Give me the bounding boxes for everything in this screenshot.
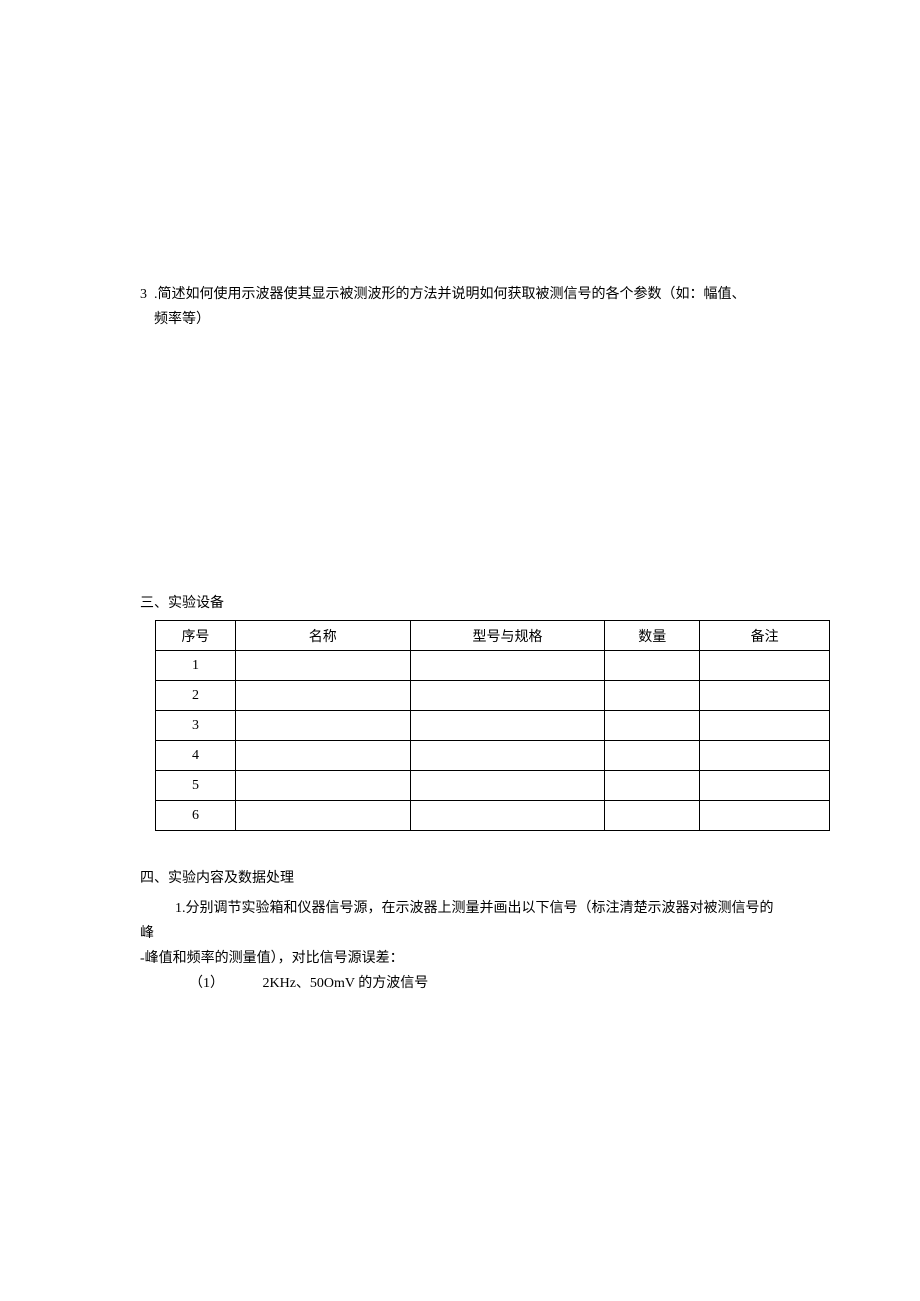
cell-seq: 4	[156, 741, 236, 771]
question-3-number: 3	[140, 282, 150, 332]
cell-name	[235, 711, 410, 741]
table-row: 4	[156, 741, 830, 771]
table-row: 3	[156, 711, 830, 741]
cell-qty	[605, 771, 700, 801]
cell-seq: 2	[156, 681, 236, 711]
table-row: 5	[156, 771, 830, 801]
cell-note	[700, 801, 830, 831]
cell-name	[235, 741, 410, 771]
question-3: 3 .简述如何使用示波器使其显示被测波形的方法并说明如何获取被测信号的各个参数（…	[140, 282, 780, 332]
col-name: 名称	[235, 621, 410, 651]
cell-qty	[605, 801, 700, 831]
cell-note	[700, 771, 830, 801]
cell-name	[235, 801, 410, 831]
cell-qty	[605, 681, 700, 711]
sub1-number: （1）	[189, 976, 224, 991]
cell-name	[235, 681, 410, 711]
section-4-title: 四、实验内容及数据处理	[140, 866, 780, 891]
section-3-title: 三、实验设备	[140, 592, 780, 612]
cell-model	[410, 711, 605, 741]
question-3-line1: .简述如何使用示波器使其显示被测波形的方法并说明如何获取被测信号的各个参数（如：…	[154, 287, 746, 302]
cell-name	[235, 651, 410, 681]
col-note: 备注	[700, 621, 830, 651]
col-model: 型号与规格	[410, 621, 605, 651]
cell-note	[700, 651, 830, 681]
section-4-item1-line2: -峰值和频率的测量值），对比信号源误差：	[140, 946, 780, 971]
cell-model	[410, 651, 605, 681]
question-3-text: .简述如何使用示波器使其显示被测波形的方法并说明如何获取被测信号的各个参数（如：…	[154, 282, 780, 332]
cell-qty	[605, 651, 700, 681]
cell-note	[700, 681, 830, 711]
cell-seq: 6	[156, 801, 236, 831]
table-header-row: 序号 名称 型号与规格 数量 备注	[156, 621, 830, 651]
cell-qty	[605, 711, 700, 741]
section-4-item1-line1: 1.分别调节实验箱和仪器信号源，在示波器上测量并画出以下信号（标注清楚示波器对被…	[140, 896, 780, 946]
cell-model	[410, 771, 605, 801]
cell-model	[410, 681, 605, 711]
cell-seq: 3	[156, 711, 236, 741]
table-row: 1	[156, 651, 830, 681]
table-row: 6	[156, 801, 830, 831]
cell-model	[410, 801, 605, 831]
col-qty: 数量	[605, 621, 700, 651]
col-seq: 序号	[156, 621, 236, 651]
cell-qty	[605, 741, 700, 771]
cell-seq: 5	[156, 771, 236, 801]
sub1-text: 2KHz、50OmV 的方波信号	[263, 976, 429, 991]
cell-note	[700, 741, 830, 771]
cell-name	[235, 771, 410, 801]
cell-model	[410, 741, 605, 771]
section-4-sub1: （1） 2KHz、50OmV 的方波信号	[189, 971, 780, 996]
cell-note	[700, 711, 830, 741]
equipment-table: 序号 名称 型号与规格 数量 备注 1 2	[155, 620, 830, 831]
table-row: 2	[156, 681, 830, 711]
cell-seq: 1	[156, 651, 236, 681]
question-3-line2: 频率等）	[154, 312, 210, 327]
section-4: 四、实验内容及数据处理 1.分别调节实验箱和仪器信号源，在示波器上测量并画出以下…	[140, 866, 780, 996]
